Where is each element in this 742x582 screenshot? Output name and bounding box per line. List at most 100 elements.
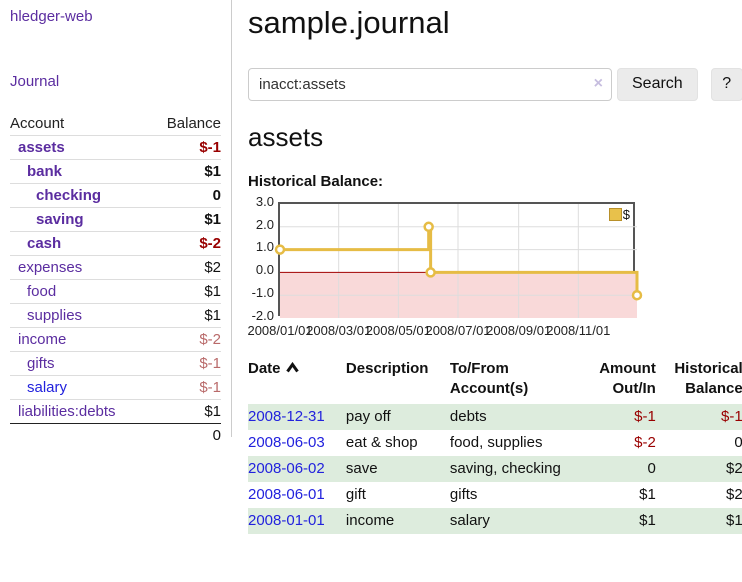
- account-balance: $-2: [199, 235, 221, 252]
- chart-plot-area: $: [274, 201, 643, 318]
- y-axis-tick-label: -1.0: [251, 284, 274, 300]
- legend-label: $: [622, 206, 630, 222]
- y-axis-tick-label: 2.0: [255, 216, 274, 232]
- account-row: cash $-2: [10, 231, 221, 256]
- transaction-description: save: [345, 459, 378, 477]
- account-link[interactable]: income: [18, 331, 67, 348]
- account-row: saving $1: [10, 207, 221, 232]
- x-axis-tick-label: 2008/03/01: [306, 322, 372, 338]
- transaction-date-link[interactable]: 2008-06-02: [248, 459, 325, 477]
- register-header-balance: Historical Balance: [674, 359, 742, 397]
- accounts-header-account: Account: [10, 115, 65, 132]
- transaction-date-link[interactable]: 2008-01-01: [248, 511, 325, 529]
- register-header-amount: Amount Out/In: [599, 359, 656, 397]
- account-link[interactable]: food: [27, 283, 57, 300]
- account-link[interactable]: expenses: [18, 259, 83, 276]
- search-button[interactable]: Search: [617, 67, 698, 101]
- register-table: Date Description To/From Account(s) Amou…: [248, 357, 742, 534]
- account-link[interactable]: salary: [27, 379, 68, 396]
- help-button[interactable]: ?: [710, 67, 742, 101]
- account-row: food $1: [10, 279, 221, 304]
- transaction-accounts: salary: [449, 511, 490, 529]
- register-header-date[interactable]: Date: [248, 357, 346, 404]
- historical-balance-chart: $ 3.0 2.0 1.0 0.0 -1.0 -2.0 2008/01/01 2008/03…: [247, 195, 648, 341]
- transaction-date-link[interactable]: 2008-06-01: [248, 485, 325, 503]
- account-link[interactable]: bank: [27, 163, 63, 180]
- sort-ascending-icon: [285, 361, 299, 373]
- transaction-description: eat & shop: [345, 433, 418, 451]
- account-row: salary $-1: [10, 375, 221, 400]
- app-brand-link[interactable]: hledger-web: [10, 8, 93, 25]
- account-link[interactable]: supplies: [27, 307, 83, 324]
- sidebar-item-journal[interactable]: Journal: [10, 73, 60, 90]
- chart-legend: $: [607, 206, 631, 222]
- transaction-accounts: food, supplies: [449, 433, 543, 451]
- account-row: bank $1: [10, 159, 221, 184]
- transaction-description: gift: [345, 485, 366, 503]
- account-row: liabilities:debts $1: [10, 399, 221, 424]
- account-balance: $-1: [199, 379, 221, 396]
- x-axis-tick-label: 2008/01/01: [247, 322, 313, 338]
- x-axis-tick-label: 2008/05/01: [365, 322, 431, 338]
- account-link[interactable]: cash: [27, 235, 62, 252]
- account-row: assets $-1: [10, 135, 221, 160]
- y-axis-tick-label: 0.0: [255, 262, 274, 278]
- account-balance: $1: [204, 403, 221, 420]
- accounts-table-body: assets $-1 bank $1 checking 0 saving $1 cash $-2 e…: [10, 135, 221, 424]
- accounts-total-value: 0: [212, 427, 221, 444]
- transaction-balance: 0: [734, 433, 742, 451]
- transaction-accounts: gifts: [449, 485, 478, 503]
- register-row[interactable]: 2008-06-03 eat & shop food, supplies $-2 0: [248, 430, 742, 456]
- accounts-total-row: 0: [10, 423, 221, 448]
- account-row: gifts $-1: [10, 351, 221, 376]
- search-form: × Search ?: [248, 67, 742, 101]
- account-balance: $1: [204, 211, 221, 228]
- account-link[interactable]: checking: [36, 187, 102, 204]
- x-axis-tick-label: 2008/07/01: [425, 322, 491, 338]
- transaction-accounts: debts: [449, 407, 487, 425]
- transaction-date-link[interactable]: 2008-06-03: [248, 433, 325, 451]
- search-box: ×: [248, 67, 612, 101]
- search-input[interactable]: [248, 67, 612, 101]
- register-header-row: Date Description To/From Account(s) Amou…: [248, 357, 742, 404]
- register-row[interactable]: 2008-06-02 save saving, checking 0 $2: [248, 455, 742, 482]
- register-header-accounts: To/From Account(s): [449, 359, 529, 397]
- account-balance: $1: [204, 307, 221, 324]
- transaction-date-link[interactable]: 2008-12-31: [248, 407, 325, 425]
- register-table-body: 2008-12-31 pay off debts $-1 $-1 2008-06-03 ea…: [248, 403, 742, 534]
- account-balance: $1: [204, 163, 221, 180]
- clear-search-icon[interactable]: ×: [593, 74, 603, 92]
- account-balance: $2: [204, 259, 221, 276]
- register-row[interactable]: 2008-12-31 pay off debts $-1 $-1: [248, 403, 742, 430]
- transaction-balance: $2: [726, 459, 742, 477]
- register-header-description: Description: [345, 359, 429, 377]
- account-heading: assets: [248, 121, 324, 152]
- transaction-balance: $2: [726, 485, 742, 503]
- chart-label: Historical Balance:: [248, 172, 384, 190]
- x-axis-tick-label: 2008/11/01: [546, 322, 611, 338]
- main-content: sample.journal × Search ? assets Histori…: [232, 0, 742, 554]
- page-title: sample.journal: [248, 5, 450, 40]
- register-row[interactable]: 2008-06-01 gift gifts $1 $2: [248, 482, 742, 508]
- account-balance: $-1: [199, 139, 221, 156]
- account-row: checking 0: [10, 183, 221, 208]
- transaction-description: income: [345, 511, 395, 529]
- account-link[interactable]: assets: [18, 139, 65, 156]
- transaction-amount: 0: [647, 459, 656, 477]
- account-balance: $-1: [199, 355, 221, 372]
- account-row: expenses $2: [10, 255, 221, 280]
- account-link[interactable]: liabilities:debts: [18, 403, 116, 420]
- account-balance: 0: [212, 187, 221, 204]
- transaction-amount: $1: [639, 511, 656, 529]
- accounts-table: Account Balance assets $-1 bank $1 checking 0…: [10, 112, 221, 447]
- account-row: supplies $1: [10, 303, 221, 328]
- y-axis-tick-label: 3.0: [255, 193, 274, 209]
- legend-swatch-icon: [608, 207, 622, 221]
- accounts-header-balance: Balance: [166, 115, 221, 132]
- register-row[interactable]: 2008-01-01 income salary $1 $1: [248, 507, 742, 534]
- transaction-description: pay off: [345, 407, 391, 425]
- y-axis-tick-label: 1.0: [255, 239, 274, 255]
- account-link[interactable]: saving: [36, 211, 84, 228]
- account-balance: $1: [204, 283, 221, 300]
- account-link[interactable]: gifts: [27, 355, 55, 372]
